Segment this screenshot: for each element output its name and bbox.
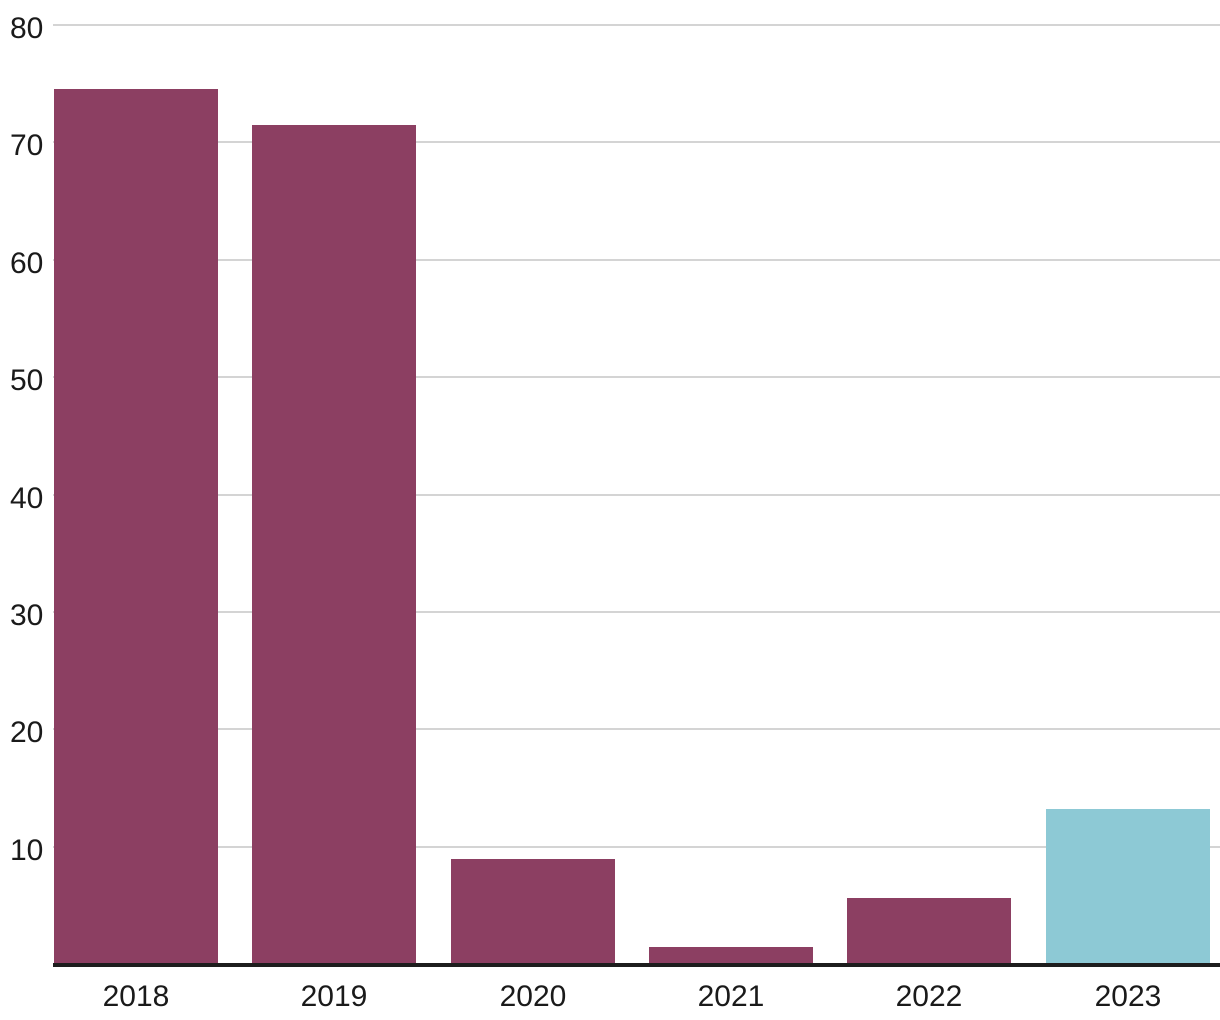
bar-2018 bbox=[54, 89, 218, 963]
bar-2022 bbox=[847, 898, 1011, 963]
bar-2019 bbox=[252, 125, 416, 963]
x-axis-label-2022: 2022 bbox=[895, 980, 963, 1013]
bar-2020 bbox=[451, 859, 615, 963]
gridline-y-10 bbox=[53, 845, 1220, 848]
y-axis-tick-label-40: 40 bbox=[10, 481, 44, 515]
y-axis-tick-label-20: 20 bbox=[10, 716, 44, 750]
y-axis-tick-label-30: 30 bbox=[10, 598, 44, 632]
gridline-y-60 bbox=[53, 258, 1220, 261]
x-axis-label-2021: 2021 bbox=[697, 980, 765, 1013]
bar-2023 bbox=[1046, 809, 1210, 963]
x-axis-label-2018: 2018 bbox=[102, 980, 170, 1013]
x-axis-label-2020: 2020 bbox=[499, 980, 567, 1013]
y-axis-tick-label-60: 60 bbox=[10, 246, 44, 280]
bar-2021 bbox=[649, 947, 813, 963]
gridline-y-40 bbox=[53, 493, 1220, 496]
gridline-y-50 bbox=[53, 376, 1220, 379]
gridline-y-70 bbox=[53, 141, 1220, 144]
y-axis-tick-label-10: 10 bbox=[10, 833, 44, 867]
gridline-y-30 bbox=[53, 610, 1220, 613]
y-axis-tick-label-70: 70 bbox=[10, 129, 44, 163]
y-axis-tick-label-50: 50 bbox=[10, 364, 44, 398]
x-axis-line bbox=[53, 963, 1220, 967]
x-axis-label-2019: 2019 bbox=[300, 980, 368, 1013]
y-axis-tick-label-80: 80 bbox=[10, 12, 44, 45]
gridline-y-20 bbox=[53, 728, 1220, 731]
x-axis-label-2023: 2023 bbox=[1094, 980, 1162, 1013]
gridline-y-80 bbox=[53, 24, 1220, 26]
